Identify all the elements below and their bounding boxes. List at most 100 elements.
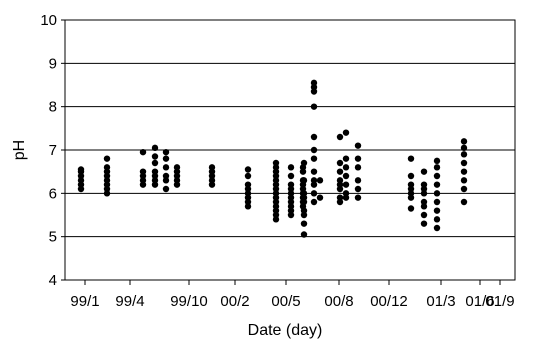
data-point [151, 144, 159, 152]
x-tick-label: 01/6 [465, 293, 494, 310]
data-point [300, 220, 308, 227]
x-axis-title: Date (day) [248, 322, 323, 339]
data-point [151, 159, 159, 167]
data-point [433, 207, 441, 214]
data-point [103, 164, 111, 171]
data-point [244, 172, 252, 180]
data-point [460, 177, 468, 184]
data-point [407, 172, 415, 180]
data-point [310, 198, 318, 206]
data-point [420, 198, 428, 206]
data-point [244, 181, 252, 188]
data-point [316, 194, 324, 201]
x-tick-label: 01/3 [426, 293, 455, 310]
y-tick-label: 6 [49, 185, 57, 202]
data-point [151, 153, 159, 160]
data-point [162, 155, 170, 162]
data-point [300, 190, 308, 197]
data-point [460, 159, 468, 167]
data-point [208, 164, 216, 171]
y-axis-title: pH [11, 140, 28, 160]
data-point [460, 185, 468, 193]
data-point [342, 164, 350, 171]
x-tick-label: 99/4 [115, 293, 144, 310]
data-point [139, 148, 147, 156]
data-point [310, 146, 318, 154]
data-point [342, 172, 350, 180]
data-point [336, 194, 344, 201]
data-point [316, 177, 324, 184]
data-point [433, 216, 441, 223]
y-axis-ticks: 4 5 6 7 8 9 10 [40, 12, 65, 289]
data-point [103, 155, 111, 162]
x-tick-label: 99/10 [170, 293, 208, 310]
data-point [287, 164, 295, 171]
data-point [310, 177, 318, 184]
data-point [407, 181, 415, 188]
x-tick-label: 01/9 [485, 293, 514, 310]
data-point [336, 133, 344, 141]
data-point [354, 194, 362, 201]
data-point [460, 138, 468, 145]
data-point [310, 190, 318, 197]
x-tick-label: 99/1 [70, 293, 99, 310]
data-point [300, 177, 308, 184]
data-point [162, 148, 170, 156]
data-point [300, 159, 308, 167]
data-point [310, 79, 318, 87]
data-point [287, 181, 295, 188]
data-point [162, 172, 170, 180]
data-point [162, 164, 170, 171]
data-point [342, 181, 350, 188]
data-point [433, 164, 441, 171]
data-point [420, 181, 428, 188]
data-point [272, 159, 280, 167]
data-point [310, 168, 318, 175]
x-tick-label: 00/8 [324, 293, 353, 310]
data-point [433, 172, 441, 180]
y-tick-label: 4 [49, 272, 57, 289]
data-point [310, 155, 318, 162]
data-point [433, 181, 441, 188]
data-point [244, 166, 252, 173]
data-point [420, 220, 428, 227]
data-point [139, 168, 147, 175]
data-point [336, 181, 344, 188]
y-tick-label: 5 [49, 229, 57, 246]
data-point [433, 224, 441, 232]
data-point [460, 198, 468, 206]
data-point [342, 129, 350, 136]
data-point [151, 168, 159, 175]
x-tick-label: 00/2 [220, 293, 249, 310]
data-point [433, 198, 441, 206]
data-point [354, 164, 362, 171]
data-point [287, 172, 295, 180]
data-point [77, 166, 85, 173]
x-tick-label: 00/12 [370, 293, 408, 310]
data-point [460, 144, 468, 152]
data-point [173, 164, 181, 171]
data-point [300, 231, 308, 238]
x-axis-ticks: 99/1 99/4 99/10 00/2 00/5 00/8 00/12 01/3 01/601… [70, 280, 515, 310]
data-point [300, 207, 308, 214]
data-point [407, 205, 415, 212]
data-point [420, 168, 428, 175]
data-point [354, 185, 362, 193]
data-point [342, 190, 350, 197]
data-point [354, 177, 362, 184]
data-point [354, 155, 362, 162]
x-tick-label: 00/5 [271, 293, 300, 310]
data-points [77, 79, 468, 238]
data-point [342, 155, 350, 162]
data-point [433, 157, 441, 165]
y-tick-label: 9 [49, 55, 57, 72]
data-point [433, 190, 441, 197]
data-point [407, 155, 415, 162]
data-point [310, 133, 318, 141]
data-point [460, 151, 468, 158]
data-point [336, 168, 344, 175]
data-point [336, 159, 344, 167]
data-point [310, 103, 318, 110]
data-point [420, 211, 428, 219]
